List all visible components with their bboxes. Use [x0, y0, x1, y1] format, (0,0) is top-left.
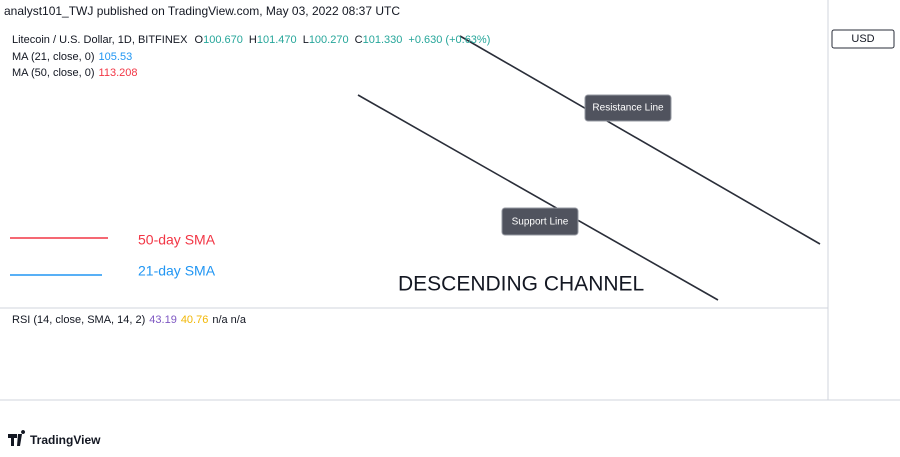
- channel-label: DESCENDING CHANNEL: [398, 273, 644, 296]
- ma21-name: MA (21, close, 0): [12, 51, 95, 63]
- sma50-label: 50-day SMA: [138, 232, 216, 248]
- footer-text: TradingView: [30, 433, 101, 447]
- resistance-line: [459, 35, 821, 245]
- ma21-legend: MA (21, close, 0) 105.53: [12, 51, 132, 63]
- h-label: H: [249, 34, 257, 46]
- footer-logo: TradingView: [8, 430, 101, 447]
- c-label: C: [355, 34, 363, 46]
- na-1: n/a: [212, 314, 228, 326]
- rsi-title: RSI (14, close, SMA, 14, 2): [12, 314, 145, 326]
- ma50-name: MA (50, close, 0): [12, 67, 95, 79]
- support-line: [357, 94, 719, 301]
- support-box: [501, 207, 579, 236]
- ma50-value: 113.208: [99, 67, 138, 79]
- symbol-legend: Litecoin / U.S. Dollar, 1D, BITFINEX O10…: [12, 34, 490, 46]
- resistance-box: [584, 94, 672, 122]
- symbol: Litecoin / U.S. Dollar, 1D, BITFINEX: [12, 34, 188, 46]
- l-value: 100.270: [309, 34, 349, 46]
- h-value: 101.470: [257, 34, 297, 46]
- ma50-legend: MA (50, close, 0) 113.208: [12, 67, 138, 79]
- na-2: n/a: [231, 314, 247, 326]
- o-label: O: [195, 34, 204, 46]
- currency-box[interactable]: [831, 29, 895, 49]
- publisher: analyst101_TWJ published on TradingView.…: [4, 4, 400, 18]
- l-label: L: [303, 34, 309, 46]
- o-value: 100.670: [203, 34, 243, 46]
- sma21-label: 21-day SMA: [138, 263, 216, 279]
- rsi-value: 43.19: [149, 314, 177, 326]
- rsi-legend: RSI (14, close, SMA, 14, 2) 43.19 40.76 n/a…: [12, 314, 247, 326]
- rsi-sma-value: 40.76: [181, 314, 209, 326]
- resistance-label: Resistance Line: [592, 103, 664, 114]
- currency[interactable]: USD: [851, 33, 874, 45]
- logo-icon: [8, 430, 26, 446]
- support-label: Support Line: [512, 217, 569, 228]
- ma21-value: 105.53: [99, 51, 133, 63]
- change: +0.630 (+0.63%): [408, 34, 490, 46]
- c-value: 101.330: [363, 34, 403, 46]
